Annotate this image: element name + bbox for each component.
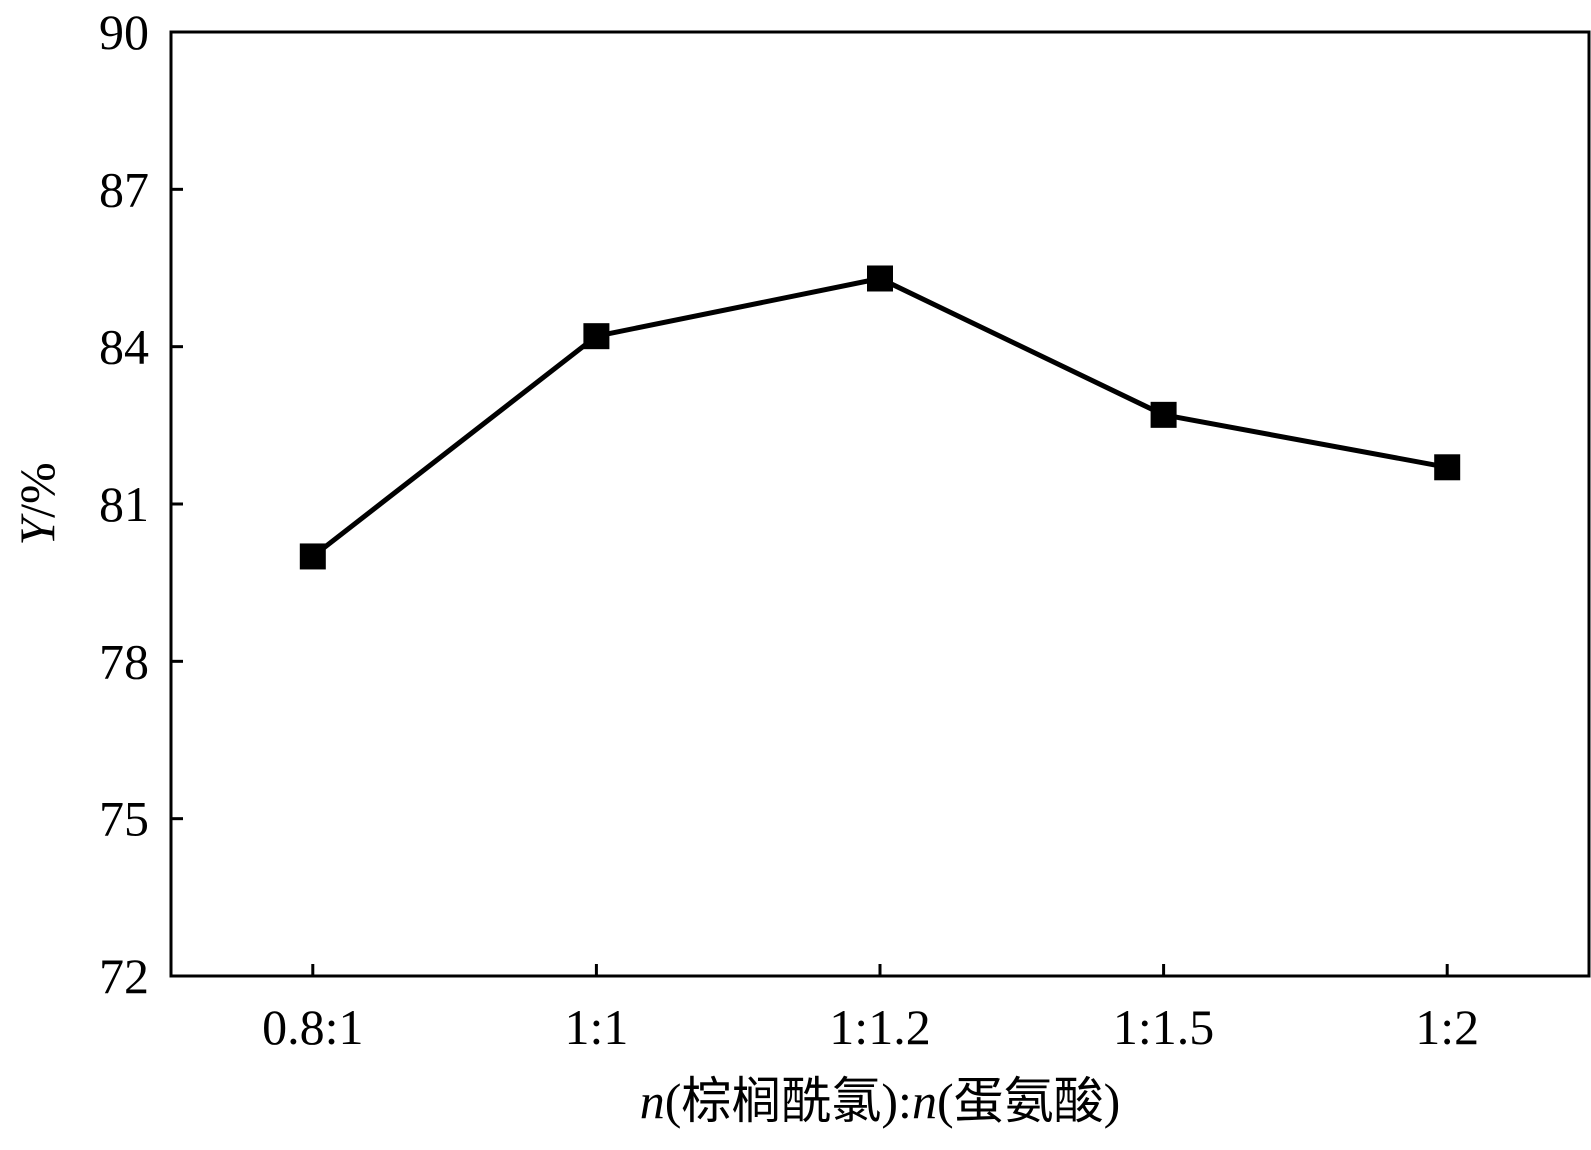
data-point-marker <box>1434 454 1461 481</box>
series-group <box>299 265 1461 570</box>
x-axis-title: n(棕榈酰氯):n(蛋氨酸) <box>640 1073 1121 1129</box>
x-tick-label: 1:1.2 <box>829 999 930 1055</box>
x-tick-label: 1:1.5 <box>1113 999 1214 1055</box>
y-tick-label: 81 <box>99 476 149 532</box>
y-tick-label: 87 <box>99 161 149 217</box>
y-tick-label: 78 <box>99 633 149 689</box>
x-tick-label: 1:2 <box>1415 999 1479 1055</box>
x-tick-label: 0.8:1 <box>262 999 363 1055</box>
y-tick-label: 90 <box>99 4 149 60</box>
data-point-marker <box>583 323 610 350</box>
x-tick-label: 1:1 <box>564 999 628 1055</box>
data-point-marker <box>299 543 326 570</box>
y-axis: 72 75 78 81 84 87 90 <box>99 4 183 1004</box>
data-point-marker <box>867 265 893 292</box>
data-point-marker <box>1150 401 1177 428</box>
y-tick-label: 72 <box>99 948 149 1004</box>
y-tick-label: 75 <box>99 791 149 847</box>
x-axis: 0.8:1 1:1 1:1.2 1:1.5 1:2 <box>262 964 1479 1055</box>
y-axis-title: Y/% <box>9 462 65 545</box>
series-line <box>311 275 1448 559</box>
y-tick-label: 84 <box>99 319 149 375</box>
